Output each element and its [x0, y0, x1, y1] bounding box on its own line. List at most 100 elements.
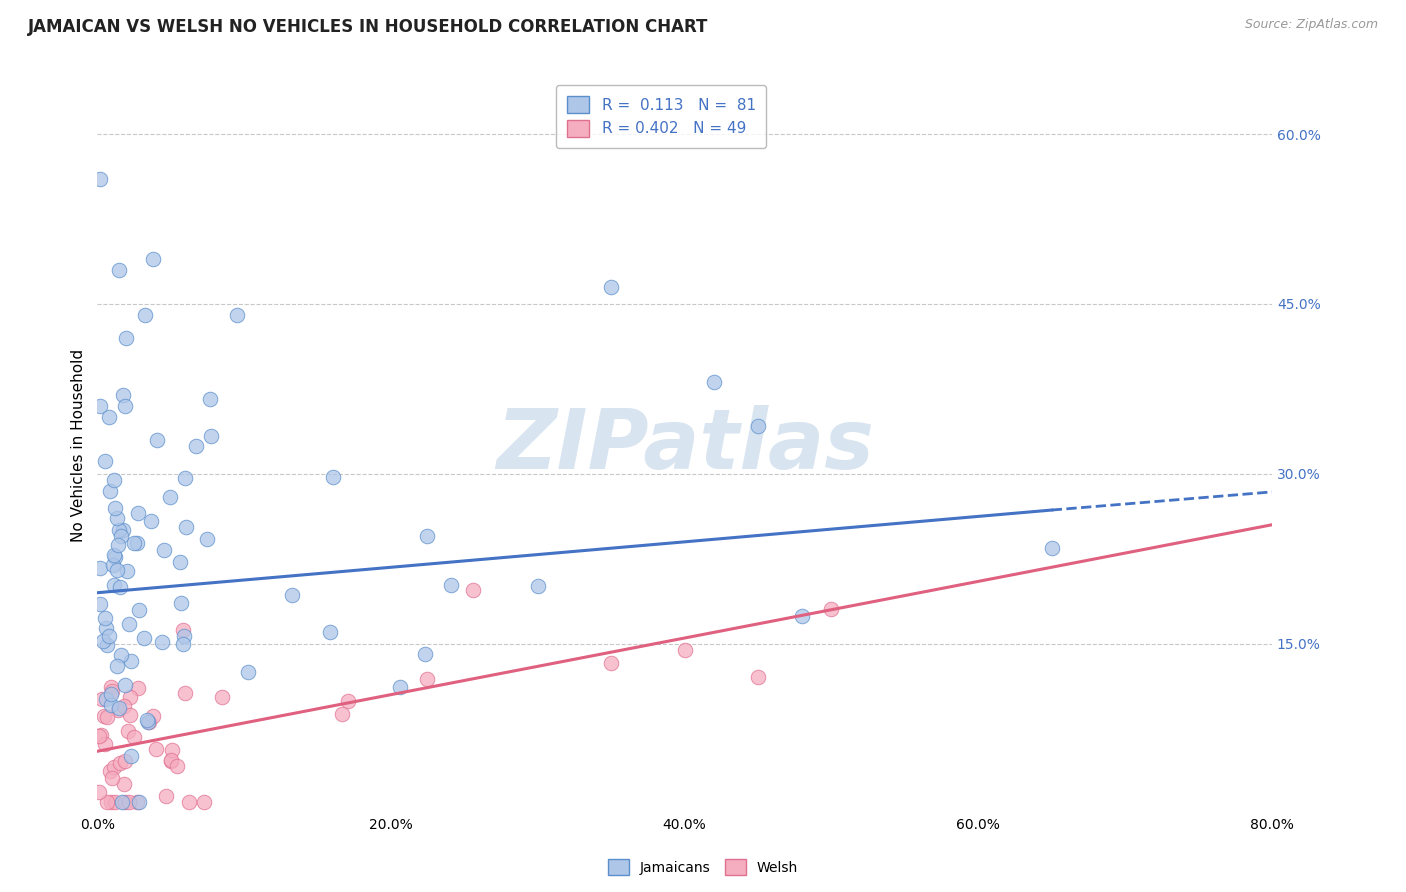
Point: [142, 709, 165, 723]
Point: [87, 729, 110, 743]
Point: [91, 634, 114, 648]
Point: [114, 795, 136, 809]
Point: [127, 795, 149, 809]
Point: [120, 749, 142, 764]
Legend: R =  0.113   N =  81, R = 0.402   N = 49: R = 0.113 N = 81, R = 0.402 N = 49: [555, 85, 766, 148]
Point: [105, 563, 128, 577]
Point: [103, 759, 125, 773]
Point: [114, 678, 136, 692]
Point: [89, 399, 111, 413]
Point: [97, 410, 120, 425]
Point: [1040, 541, 1063, 556]
Point: [114, 399, 136, 413]
Text: JAMAICAN VS WELSH NO VEHICLES IN HOUSEHOLD CORRELATION CHART: JAMAICAN VS WELSH NO VEHICLES IN HOUSEHO…: [28, 18, 709, 36]
Point: [416, 672, 439, 686]
Point: [198, 392, 221, 407]
Point: [128, 602, 150, 616]
Point: [197, 533, 219, 547]
Point: [100, 683, 122, 698]
Point: [104, 795, 127, 809]
Point: [110, 529, 132, 543]
Point: [108, 701, 131, 715]
Point: [322, 469, 344, 483]
Point: [89, 785, 111, 799]
Point: [96, 795, 118, 809]
Point: [174, 471, 197, 485]
Point: [162, 743, 184, 757]
Point: [111, 387, 134, 401]
Point: [184, 439, 207, 453]
Point: [747, 419, 769, 434]
Point: [169, 556, 191, 570]
Point: [790, 608, 813, 623]
Point: [108, 580, 131, 594]
Point: [177, 795, 200, 809]
Point: [139, 514, 162, 528]
Point: [96, 621, 118, 635]
Point: [120, 690, 142, 704]
Text: Source: ZipAtlas.com: Source: ZipAtlas.com: [1244, 18, 1378, 31]
Point: [600, 657, 623, 671]
Point: [107, 703, 129, 717]
Point: [132, 632, 155, 646]
Point: [100, 687, 122, 701]
Point: [172, 637, 194, 651]
Point: [104, 550, 127, 565]
Point: [101, 771, 124, 785]
Point: [166, 759, 188, 773]
Point: [108, 756, 131, 770]
Point: [173, 629, 195, 643]
Point: [112, 698, 135, 713]
Point: [159, 753, 181, 767]
Point: [337, 694, 360, 708]
Point: [200, 428, 222, 442]
Point: [93, 610, 115, 624]
Point: [94, 737, 117, 751]
Point: [600, 280, 623, 294]
Point: [96, 710, 118, 724]
Point: [211, 690, 233, 704]
Point: [152, 634, 174, 648]
Point: [114, 754, 136, 768]
Point: [170, 596, 193, 610]
Point: [128, 795, 150, 809]
Point: [118, 795, 141, 809]
Point: [98, 629, 121, 643]
Point: [118, 707, 141, 722]
Point: [125, 536, 148, 550]
Point: [114, 331, 136, 345]
Point: [145, 741, 167, 756]
Point: [107, 538, 129, 552]
Point: [91, 691, 114, 706]
Point: [281, 588, 304, 602]
Point: [160, 755, 183, 769]
Point: [111, 523, 134, 537]
Legend: Jamaicans, Welsh: Jamaicans, Welsh: [603, 854, 803, 880]
Point: [172, 623, 194, 637]
Point: [89, 172, 111, 186]
Point: [527, 578, 550, 592]
Point: [103, 548, 125, 562]
Point: [463, 583, 485, 598]
Point: [90, 728, 112, 742]
Point: [174, 519, 197, 533]
Point: [105, 659, 128, 673]
Point: [413, 648, 436, 662]
Point: [104, 500, 127, 515]
Point: [127, 681, 149, 696]
Point: [136, 714, 159, 729]
Point: [94, 454, 117, 468]
Point: [319, 624, 342, 639]
Point: [159, 491, 181, 505]
Point: [193, 795, 215, 809]
Point: [107, 511, 129, 525]
Point: [673, 642, 696, 657]
Point: [703, 376, 725, 390]
Point: [136, 713, 159, 727]
Point: [98, 764, 121, 778]
Point: [110, 648, 132, 663]
Point: [107, 263, 129, 277]
Point: [100, 698, 122, 712]
Y-axis label: No Vehicles in Household: No Vehicles in Household: [72, 349, 86, 542]
Point: [108, 523, 131, 537]
